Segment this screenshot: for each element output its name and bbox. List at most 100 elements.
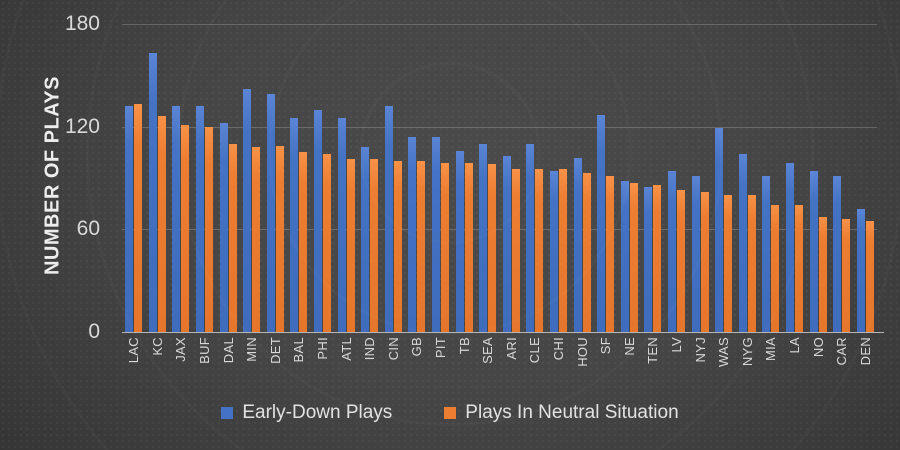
x-tick-label-SEA: SEA xyxy=(480,337,496,364)
x-tick-label-BUF: BUF xyxy=(197,337,213,364)
bar-early-down-IND xyxy=(361,147,370,332)
bar-group-LA xyxy=(783,24,807,332)
bar-neutral-DEN xyxy=(865,220,874,332)
bar-neutral-MIN xyxy=(252,147,261,332)
x-tick-slot-NE: NE xyxy=(617,337,641,393)
bar-early-down-WAS xyxy=(715,128,724,332)
bar-early-down-NE xyxy=(620,181,629,332)
x-tick-slot-SEA: SEA xyxy=(476,337,500,393)
bar-neutral-NE xyxy=(629,183,638,332)
x-tick-label-KC: KC xyxy=(149,337,165,356)
x-tick-label-CHI: CHI xyxy=(550,337,566,361)
bar-group-IND xyxy=(358,24,382,332)
bar-neutral-TEN xyxy=(653,184,662,332)
bar-group-NO xyxy=(806,24,830,332)
bar-neutral-CLE xyxy=(535,169,544,332)
x-tick-slot-ARI: ARI xyxy=(500,337,524,393)
x-tick-slot-WAS: WAS xyxy=(712,337,736,393)
bar-early-down-KC xyxy=(148,53,157,332)
bar-early-down-DEN xyxy=(856,208,865,332)
bar-neutral-SF xyxy=(606,176,615,332)
x-tick-label-WAS: WAS xyxy=(716,337,732,368)
y-axis-title: NUMBER OF PLAYS xyxy=(41,76,64,276)
x-tick-label-SF: SF xyxy=(598,337,614,355)
x-tick-label-NE: NE xyxy=(621,337,637,356)
x-tick-label-ARI: ARI xyxy=(503,337,519,360)
bar-early-down-ATL xyxy=(337,118,346,332)
x-tick-label-PIT: PIT xyxy=(433,337,449,359)
x-tick-slot-MIN: MIN xyxy=(240,337,264,393)
bar-neutral-CHI xyxy=(558,169,567,332)
x-tick-label-CIN: CIN xyxy=(385,337,401,361)
plot-area xyxy=(122,24,877,332)
x-tick-label-IND: IND xyxy=(362,337,378,361)
x-tick-label-PHI: PHI xyxy=(315,337,331,360)
bar-neutral-NO xyxy=(818,217,827,332)
x-tick-label-LV: LV xyxy=(668,337,684,353)
bar-neutral-DET xyxy=(275,145,284,332)
bar-early-down-NO xyxy=(809,171,818,332)
x-tick-label-DEN: DEN xyxy=(857,337,873,366)
x-tick-label-NO: NO xyxy=(810,337,826,358)
x-tick-slot-DET: DET xyxy=(264,337,288,393)
bar-neutral-BAL xyxy=(299,152,308,332)
x-tick-slot-JAX: JAX xyxy=(169,337,193,393)
x-tick-slot-CHI: CHI xyxy=(547,337,571,393)
bar-early-down-LA xyxy=(785,162,794,332)
x-tick-label-MIN: MIN xyxy=(244,337,260,362)
bar-neutral-HOU xyxy=(582,172,591,332)
x-tick-slot-KC: KC xyxy=(146,337,170,393)
x-tick-slot-ATL: ATL xyxy=(334,337,358,393)
bar-early-down-LV xyxy=(667,171,676,332)
x-tick-label-HOU: HOU xyxy=(574,337,590,367)
bar-early-down-MIN xyxy=(243,89,252,332)
bar-group-KC xyxy=(146,24,170,332)
bar-group-CHI xyxy=(547,24,571,332)
bar-group-SF xyxy=(594,24,618,332)
bar-group-CLE xyxy=(523,24,547,332)
bar-early-down-ARI xyxy=(502,155,511,332)
bar-group-MIA xyxy=(759,24,783,332)
x-tick-slot-PIT: PIT xyxy=(429,337,453,393)
gridline-60 xyxy=(122,229,877,231)
bar-group-SEA xyxy=(476,24,500,332)
x-tick-label-NYG: NYG xyxy=(739,337,755,367)
bar-early-down-NYJ xyxy=(691,176,700,332)
bar-group-LAC xyxy=(122,24,146,332)
legend-item-neutral: Plays In Neutral Situation xyxy=(444,402,679,424)
bar-group-PIT xyxy=(429,24,453,332)
legend-label: Plays In Neutral Situation xyxy=(465,402,679,423)
bar-early-down-CIN xyxy=(384,106,393,332)
x-tick-slot-NYG: NYG xyxy=(735,337,759,393)
bar-neutral-SEA xyxy=(488,164,497,332)
x-tick-slot-LV: LV xyxy=(665,337,689,393)
bar-neutral-NYG xyxy=(747,195,756,332)
bar-early-down-SEA xyxy=(479,143,488,332)
bar-early-down-PIT xyxy=(432,136,441,332)
bar-neutral-CIN xyxy=(393,160,402,332)
bar-group-LV xyxy=(665,24,689,332)
bar-group-MIN xyxy=(240,24,264,332)
x-tick-label-GB: GB xyxy=(409,337,425,357)
bar-group-GB xyxy=(405,24,429,332)
bar-group-ARI xyxy=(500,24,524,332)
x-tick-label-JAX: JAX xyxy=(173,337,189,362)
x-tick-slot-TEN: TEN xyxy=(641,337,665,393)
y-tick-label-0: 0 xyxy=(88,320,100,343)
y-tick-label-60: 60 xyxy=(76,217,100,241)
bar-early-down-JAX xyxy=(172,106,181,332)
bar-early-down-HOU xyxy=(573,157,582,332)
bar-neutral-JAX xyxy=(181,125,190,332)
x-tick-label-LAC: LAC xyxy=(126,337,142,364)
y-tick-label-120: 120 xyxy=(64,114,100,138)
bar-neutral-DAL xyxy=(228,143,237,332)
bar-early-down-PHI xyxy=(314,109,323,332)
bar-early-down-MIA xyxy=(762,176,771,332)
bar-group-HOU xyxy=(570,24,594,332)
bar-group-DET xyxy=(264,24,288,332)
bar-group-CAR xyxy=(830,24,854,332)
bar-group-TB xyxy=(452,24,476,332)
bar-group-TEN xyxy=(641,24,665,332)
bar-group-NYJ xyxy=(688,24,712,332)
bar-neutral-CAR xyxy=(842,219,851,332)
